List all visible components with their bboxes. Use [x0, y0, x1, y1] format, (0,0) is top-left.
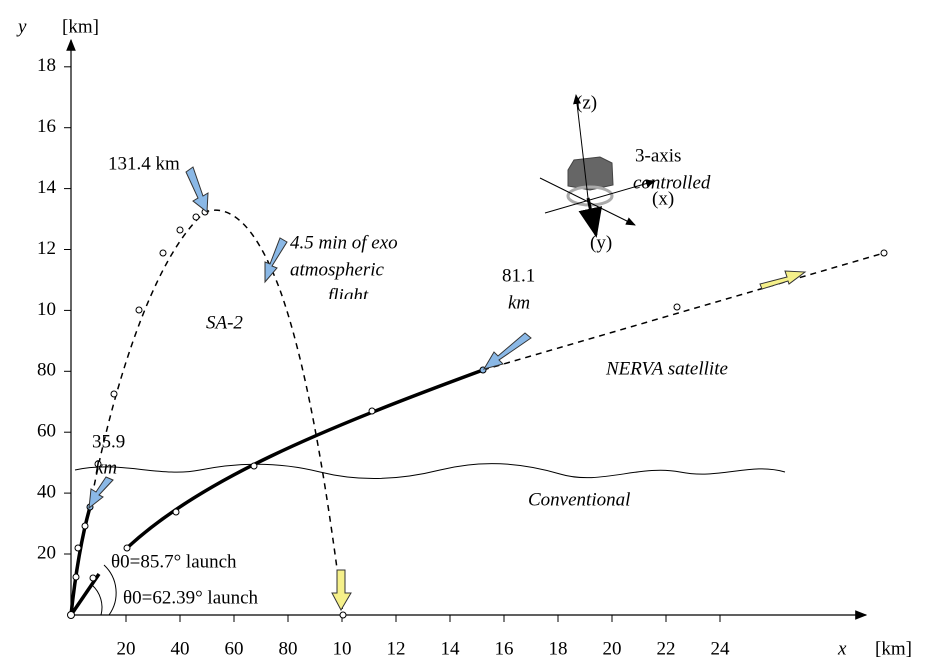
- sa2-powered: [69, 506, 92, 616]
- satellite-icon: [539, 94, 656, 238]
- annotation: 81.1: [502, 265, 535, 286]
- x-axis-unit: [km]: [875, 638, 912, 659]
- x-tick-label: 16: [495, 638, 514, 659]
- clip: flight: [328, 285, 369, 306]
- axis-label: (z): [576, 92, 597, 113]
- annotation: θ0=62.39° launch: [123, 587, 259, 608]
- x-tick-label: 80: [279, 638, 298, 659]
- x-tick-label: 60: [225, 638, 244, 659]
- y-tick-label: 12: [37, 238, 56, 259]
- y-tick-label: 10: [37, 299, 56, 320]
- nerva-coast: [482, 252, 885, 371]
- x-tick-label: 22: [657, 638, 676, 659]
- annotation: 3-axis: [635, 145, 681, 166]
- x-tick-label: 18: [549, 638, 568, 659]
- conventional-line: [74, 463, 786, 480]
- pointer-arrows: [88, 166, 807, 612]
- annotation: 131.4 km: [108, 153, 180, 174]
- annotation: Conventional: [528, 489, 630, 510]
- annotation: NERVA satellite: [605, 358, 728, 379]
- angle-arc: [91, 584, 103, 616]
- axis-label: (y): [590, 232, 612, 253]
- annotation: km: [95, 457, 117, 478]
- annotation: 4.5 min of exo: [290, 232, 398, 253]
- nerva-powered: [125, 368, 484, 550]
- axes: [66, 38, 868, 620]
- y-tick-label: 20: [37, 542, 56, 563]
- y-tick-label: 16: [37, 116, 56, 137]
- x-tick-label: 12: [387, 638, 406, 659]
- annotation: atmospheric: [290, 259, 385, 280]
- y-tick-label: 14: [37, 177, 57, 198]
- y-tick-label: 40: [37, 481, 56, 502]
- annotation: controlled: [633, 172, 711, 193]
- angle-arc: [103, 564, 117, 616]
- x-tick-label: 14: [441, 638, 461, 659]
- y-tick-label: 18: [37, 55, 56, 76]
- x-tick-label: 10: [333, 638, 352, 659]
- sa2-coast: [89, 209, 344, 616]
- axis-label: (x): [652, 188, 674, 209]
- x-tick-label: 20: [117, 638, 136, 659]
- annotation: flight: [328, 285, 369, 306]
- ticks: 20 40 60 80 10 12 14 16 18 20 40 60 80 10 12 14 16 18 20 22…: [37, 55, 730, 659]
- y-axis-unit: [km]: [62, 16, 99, 37]
- annotation: θ0=85.7° launch: [111, 551, 237, 572]
- annotation: 35.9: [92, 431, 125, 452]
- x-tick-label: 20: [603, 638, 622, 659]
- x-tick-label: 24: [711, 638, 731, 659]
- y-tick-label: 60: [37, 421, 56, 442]
- x-tick-label: 40: [171, 638, 190, 659]
- annotation: km: [508, 292, 530, 313]
- x-axis-label: x: [837, 638, 847, 659]
- y-axis-label: y: [16, 16, 27, 37]
- annotation: SA-2: [206, 312, 243, 333]
- y-tick-label: 80: [37, 360, 56, 381]
